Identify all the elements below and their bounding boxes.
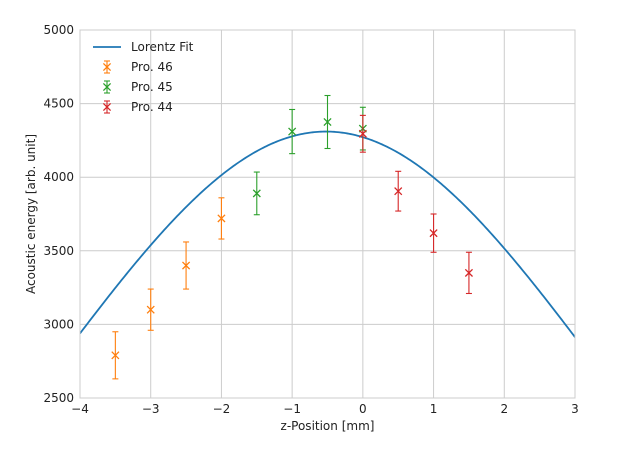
y-tick-label: 5000: [43, 23, 74, 37]
data-point: [429, 229, 438, 238]
legend-series-label: Pro. 44: [131, 100, 173, 114]
x-tick-label: 3: [571, 402, 579, 416]
data-point: [288, 127, 297, 136]
data-point: [182, 261, 191, 270]
y-tick-label: 3000: [43, 317, 74, 331]
data-point: [146, 305, 155, 314]
x-tick-labels: −4 −3 −2 −1 0 1 2 3: [71, 402, 579, 416]
x-axis-label: z-Position [mm]: [281, 419, 375, 433]
y-tick-label: 3500: [43, 244, 74, 258]
y-tick-label: 2500: [43, 391, 74, 405]
data-point: [111, 351, 120, 360]
x-tick-label: −3: [142, 402, 160, 416]
legend-marker: [102, 82, 112, 92]
legend-marker: [102, 62, 112, 72]
legend-series-label: Pro. 46: [131, 60, 173, 74]
data-point: [323, 117, 332, 127]
points-layer: [111, 94, 473, 380]
x-tick-label: 1: [430, 402, 438, 416]
plot-frame: [79, 29, 576, 399]
x-tick-label: 0: [359, 402, 367, 416]
data-point: [252, 189, 261, 198]
x-tick-label: −1: [283, 402, 301, 416]
x-tick-label: −4: [71, 402, 89, 416]
y-tick-labels: 2500 3000 3500 4000 4500 5000: [43, 23, 74, 405]
plot-background: [80, 30, 575, 398]
y-tick-label: 4000: [43, 170, 74, 184]
y-axis-label: Acoustic energy [arb. unit]: [24, 134, 38, 294]
x-tick-label: −2: [213, 402, 231, 416]
legend-series-label: Pro. 45: [131, 80, 173, 94]
data-point: [358, 129, 367, 138]
data-point: [394, 187, 403, 196]
legend: Lorentz Fit Pro. 46 Pro. 45 Pro. 44: [93, 40, 194, 114]
legend-marker: [102, 102, 112, 112]
data-point: [217, 214, 226, 223]
y-tick-label: 4500: [43, 97, 74, 111]
data-point: [464, 268, 473, 277]
x-tick-label: 2: [500, 402, 508, 416]
legend-fit-label: Lorentz Fit: [131, 40, 194, 54]
